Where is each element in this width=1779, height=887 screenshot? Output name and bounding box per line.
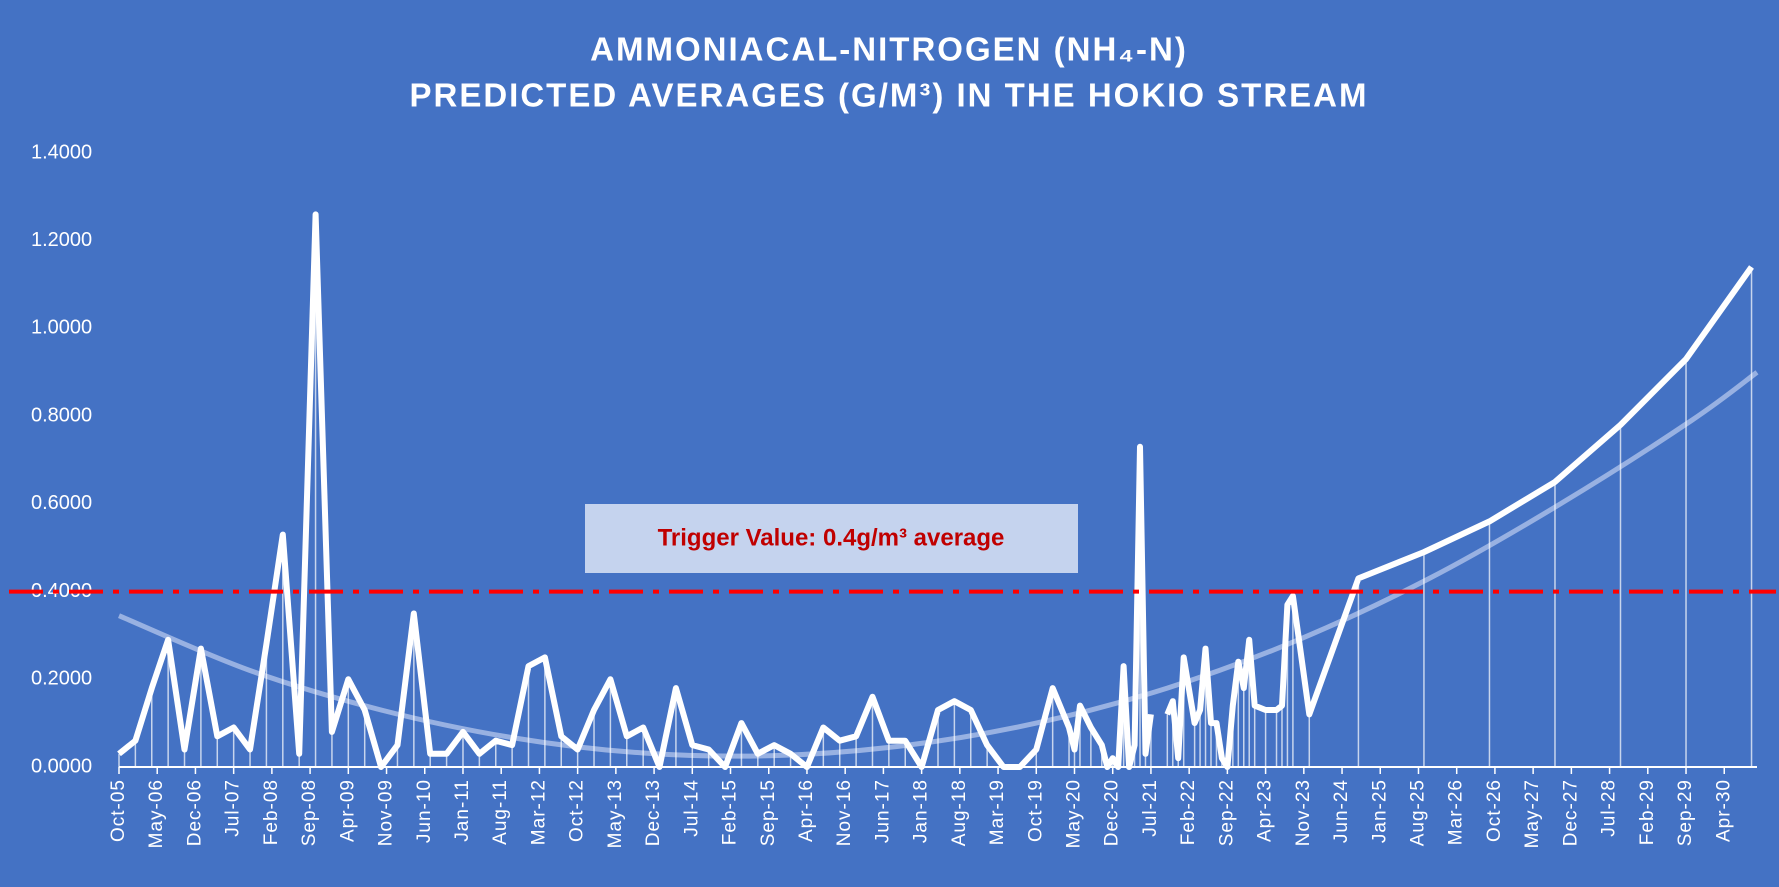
x-tick-label: Aug-25: [1407, 779, 1428, 846]
x-tick-label: Jun-24: [1331, 779, 1352, 843]
x-tick-label: Sep-15: [758, 779, 779, 846]
x-tick-label: Feb-29: [1637, 779, 1658, 845]
x-tick-label: Mar-19: [987, 779, 1008, 845]
x-tick-label: May-06: [146, 779, 167, 848]
x-tick-label: Aug-18: [949, 779, 970, 846]
y-tick-label: 0.6000: [31, 492, 92, 514]
x-tick-label: Apr-23: [1255, 779, 1276, 842]
x-tick-label: Apr-16: [796, 779, 817, 842]
x-tick-label: Jun-17: [872, 779, 893, 843]
y-tick-label: 0.8000: [31, 404, 92, 426]
x-tick-label: Feb-15: [720, 779, 741, 845]
x-tick-label: May-13: [605, 779, 626, 848]
x-tick-label: Oct-19: [1025, 779, 1046, 842]
x-tick-label: May-20: [1064, 779, 1085, 848]
y-tick-label: 1.0000: [31, 317, 92, 339]
x-tick-label: Jan-11: [452, 779, 473, 842]
x-tick-label: Oct-12: [567, 779, 588, 842]
x-tick-label: Jul-14: [681, 779, 702, 837]
chart-subtitle: PREDICTED AVERAGES (G/M³) IN THE HOKIO S…: [409, 77, 1368, 114]
x-tick-label: Mar-26: [1446, 779, 1467, 845]
x-tick-label: Sep-22: [1216, 779, 1237, 846]
x-tick-label: Sep-29: [1675, 779, 1696, 846]
x-tick-label: Dec-20: [1102, 779, 1123, 846]
x-tick-label: Oct-26: [1484, 779, 1505, 842]
y-tick-label: 0.2000: [31, 668, 92, 690]
annotation: Trigger Value: 0.4g/m³ average: [658, 524, 1005, 551]
y-tick-label: 0.4000: [31, 580, 92, 602]
x-tick-label: Aug-11: [490, 779, 511, 845]
x-tick-label: Jan-18: [911, 779, 932, 843]
x-tick-label: Jun-10: [414, 779, 435, 843]
x-tick-label: Nov-23: [1293, 779, 1314, 846]
y-tick-label: 1.2000: [31, 229, 92, 251]
x-tick-label: Feb-22: [1178, 779, 1199, 845]
x-tick-label: Dec-06: [184, 779, 205, 846]
y-tick-label: 0.0000: [31, 755, 92, 777]
x-tick-label: Feb-08: [261, 779, 282, 845]
y-tick-label: 1.4000: [31, 141, 92, 163]
x-tick-label: Mar-12: [528, 779, 549, 845]
x-tick-label: Apr-09: [337, 779, 358, 842]
x-tick-label: Jan-25: [1369, 779, 1390, 843]
x-tick-label: Jul-28: [1599, 779, 1620, 837]
x-tick-label: Sep-08: [299, 779, 320, 846]
x-tick-label: Oct-05: [108, 779, 129, 842]
x-tick-label: Dec-27: [1560, 779, 1581, 846]
data-line: [117, 211, 1754, 770]
x-tick-label: Apr-30: [1713, 779, 1734, 842]
x-tick-label: Nov-09: [376, 779, 397, 846]
x-tick-label: Nov-16: [834, 779, 855, 846]
annotation-box: [585, 504, 1078, 573]
trend-line: [118, 370, 1759, 759]
x-tick-label: Jul-21: [1140, 779, 1161, 837]
x-tick-label: Dec-13: [643, 779, 664, 846]
chart-title: AMMONIACAL-NITROGEN (NH₄-N): [590, 31, 1188, 68]
x-tick-label: Jul-07: [223, 779, 244, 837]
x-tick-label: May-27: [1522, 779, 1543, 848]
